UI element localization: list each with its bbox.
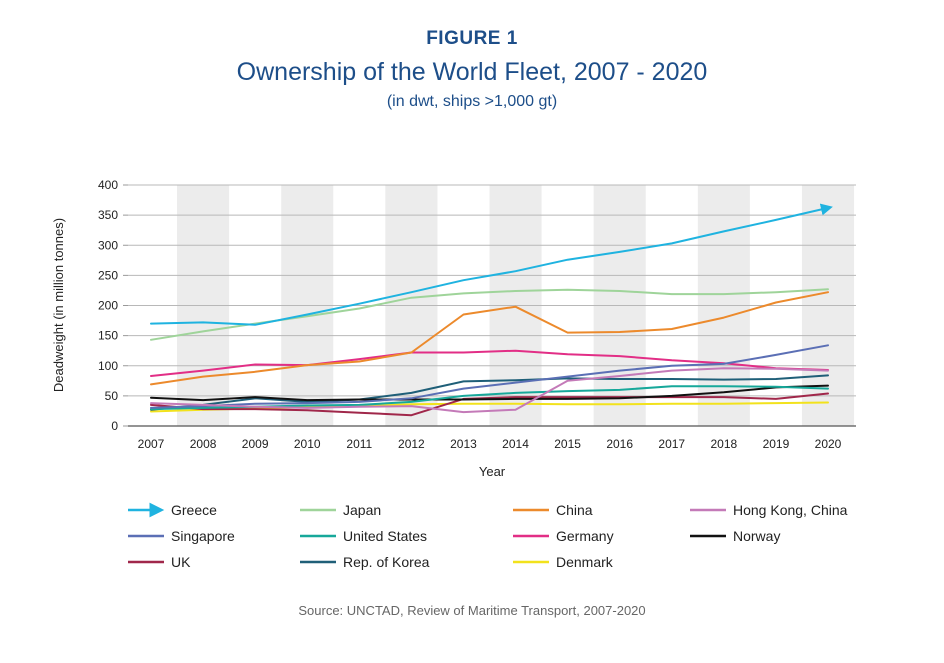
y-tick-label: 0 — [111, 419, 118, 433]
y-axis-title: Deadweight (in million tonnes) — [51, 218, 66, 392]
figure-label: FIGURE 1 — [426, 28, 518, 49]
x-tick-label: 2009 — [242, 437, 269, 451]
series-line-rep-of-korea — [150, 374, 829, 411]
x-tick-label: 2008 — [190, 437, 217, 451]
x-tick-label: 2014 — [502, 437, 529, 451]
source-note: Source: UNCTAD, Review of Maritime Trans… — [298, 603, 646, 618]
y-tick-label: 250 — [98, 268, 118, 282]
legend-label: Hong Kong, China — [733, 502, 848, 518]
series-line-singapore — [150, 344, 829, 409]
x-tick-label: 2019 — [763, 437, 790, 451]
legend-label: UK — [171, 554, 191, 570]
legend-label: Japan — [343, 502, 381, 518]
series-line-norway — [150, 384, 829, 402]
legend-label: Denmark — [556, 554, 614, 570]
chart-title: Ownership of the World Fleet, 2007 - 202… — [236, 58, 708, 86]
legend-label: Greece — [171, 502, 217, 518]
legend-label: United States — [343, 528, 427, 544]
series-lines — [150, 203, 833, 417]
series-line-hong-kong-china — [150, 367, 829, 414]
series-line-china — [150, 291, 829, 386]
legend-label: Rep. of Korea — [343, 554, 430, 570]
x-tick-label: 2007 — [138, 437, 165, 451]
x-tick-label: 2016 — [606, 437, 633, 451]
x-tick-label: 2013 — [450, 437, 477, 451]
y-axis: 0 50 100 150 200 250 300 350 400 — [98, 178, 128, 433]
y-tick-label: 150 — [98, 329, 118, 343]
x-tick-label: 2011 — [346, 437, 372, 451]
x-tick-label: 2017 — [658, 437, 685, 451]
x-tick-label: 2018 — [710, 437, 737, 451]
legend-label: Germany — [556, 528, 614, 544]
x-axis: 2007 2008 2009 2010 2011 2012 2013 2014 2015 2016… — [138, 437, 842, 451]
chart-subtitle: (in dwt, ships >1,000 gt) — [386, 93, 558, 110]
series-line-uk — [150, 392, 829, 417]
y-tick-label: 50 — [105, 389, 119, 403]
x-tick-label: 2012 — [398, 437, 425, 451]
legend: Greece Japan China Hong Kong, China Singapor… — [128, 502, 848, 570]
legend-label: Singapore — [171, 528, 235, 544]
y-tick-label: 400 — [98, 178, 118, 192]
y-tick-label: 200 — [98, 299, 118, 313]
y-tick-label: 300 — [98, 238, 118, 252]
y-tick-label: 100 — [98, 359, 118, 373]
legend-label: China — [556, 502, 593, 518]
x-tick-label: 2020 — [815, 437, 842, 451]
series-line-germany — [150, 349, 829, 377]
x-tick-label: 2015 — [554, 437, 581, 451]
x-tick-label: 2010 — [294, 437, 321, 451]
x-axis-title: Year — [479, 464, 506, 479]
legend-label: Norway — [733, 528, 780, 544]
series-line-greece — [150, 203, 833, 326]
y-tick-label: 350 — [98, 208, 118, 222]
